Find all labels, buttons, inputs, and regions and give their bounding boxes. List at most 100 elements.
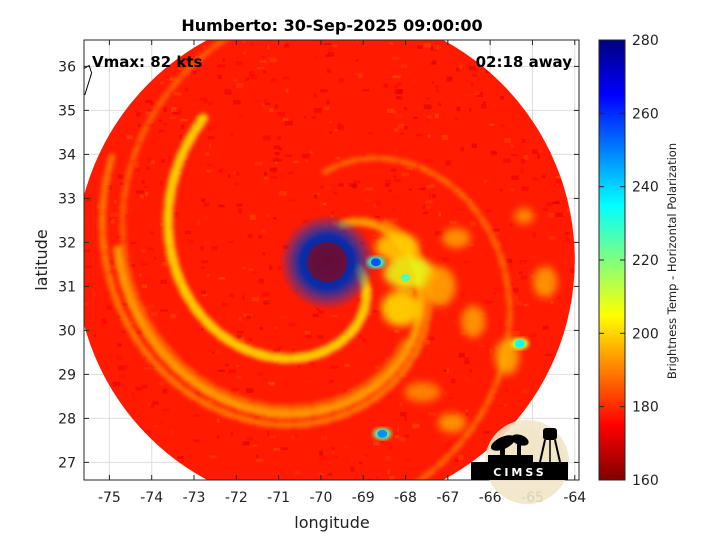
y-tick-label: 31 <box>58 279 76 295</box>
texture-pixel <box>235 182 240 186</box>
texture-pixel <box>492 400 501 403</box>
texture-pixel <box>317 335 324 339</box>
texture-pixel <box>89 337 95 342</box>
texture-pixel <box>404 458 413 462</box>
axes-frame <box>83 39 580 481</box>
texture-pixel <box>377 400 382 404</box>
texture-pixel <box>141 263 148 266</box>
texture-pixel <box>547 212 555 218</box>
texture-pixel <box>242 51 247 56</box>
texture-pixel <box>327 52 334 57</box>
texture-pixel <box>263 172 267 176</box>
texture-pixel <box>489 123 495 126</box>
texture-pixel <box>512 287 519 293</box>
texture-pixel <box>320 89 328 93</box>
texture-pixel <box>292 160 299 163</box>
texture-pixel <box>519 260 528 265</box>
texture-pixel <box>510 282 514 286</box>
texture-pixel <box>395 149 399 153</box>
texture-pixel <box>281 314 289 319</box>
texture-pixel <box>191 400 196 404</box>
convective-area <box>404 382 441 402</box>
texture-pixel <box>468 165 473 169</box>
texture-pixel <box>425 118 430 121</box>
texture-pixel <box>263 99 268 105</box>
texture-pixel <box>454 117 459 120</box>
texture-pixel <box>422 205 426 209</box>
texture-pixel <box>150 159 155 165</box>
texture-pixel <box>497 293 502 299</box>
texture-pixel <box>324 507 327 511</box>
texture-pixel <box>246 314 251 319</box>
texture-pixel <box>464 93 472 97</box>
texture-pixel <box>130 392 135 397</box>
texture-pixel <box>263 299 269 305</box>
x-tick-label: -71 <box>267 490 290 506</box>
texture-pixel <box>273 159 282 162</box>
texture-pixel <box>235 61 243 65</box>
x-tick-label: -64 <box>563 490 586 506</box>
texture-pixel <box>491 151 498 156</box>
texture-pixel <box>307 449 314 454</box>
eye-core <box>307 242 348 283</box>
texture-pixel <box>280 173 285 179</box>
texture-pixel <box>325 54 329 57</box>
texture-pixel <box>313 192 321 196</box>
y-tick-label: 33 <box>58 191 76 207</box>
texture-pixel <box>277 345 283 351</box>
texture-pixel <box>519 114 527 120</box>
y-tick-label: 29 <box>58 367 76 383</box>
convective-area <box>438 412 467 433</box>
texture-pixel <box>130 241 137 245</box>
texture-pixel <box>249 215 256 220</box>
texture-pixel <box>266 297 272 302</box>
texture-pixel <box>162 388 168 394</box>
texture-pixel <box>322 202 327 206</box>
texture-pixel <box>217 64 226 68</box>
texture-pixel <box>374 492 378 497</box>
texture-pixel <box>392 75 399 78</box>
texture-pixel <box>313 55 317 59</box>
texture-pixel <box>343 389 346 394</box>
texture-pixel <box>269 108 274 112</box>
texture-pixel <box>290 426 299 430</box>
texture-pixel <box>431 102 435 108</box>
texture-pixel <box>184 87 189 92</box>
texture-pixel <box>421 463 425 466</box>
texture-pixel <box>541 175 546 178</box>
texture-pixel <box>326 99 330 105</box>
texture-pixel <box>373 310 380 313</box>
texture-pixel <box>203 99 208 104</box>
texture-pixel <box>343 461 346 467</box>
texture-pixel <box>557 296 560 300</box>
texture-pixel <box>242 266 246 270</box>
texture-pixel <box>110 212 118 217</box>
texture-pixel <box>451 456 458 460</box>
texture-pixel <box>425 199 433 204</box>
texture-pixel <box>532 178 539 181</box>
texture-pixel <box>252 98 260 103</box>
texture-pixel <box>464 261 468 264</box>
texture-pixel <box>435 240 440 245</box>
texture-pixel <box>167 345 173 350</box>
texture-pixel <box>399 132 404 135</box>
texture-pixel <box>469 368 473 373</box>
texture-pixel <box>242 40 247 43</box>
texture-pixel <box>178 110 181 116</box>
y-tick-label: 27 <box>58 455 76 471</box>
texture-pixel <box>423 43 431 48</box>
texture-pixel <box>273 447 281 451</box>
texture-pixel <box>444 442 453 447</box>
texture-pixel <box>135 330 143 335</box>
texture-pixel <box>332 44 338 48</box>
texture-pixel <box>350 466 355 472</box>
colorbar-tick-label: 160 <box>632 473 659 489</box>
texture-pixel <box>446 76 453 82</box>
texture-pixel <box>274 104 278 109</box>
texture-pixel <box>529 210 537 213</box>
texture-pixel <box>338 363 345 367</box>
texture-pixel <box>337 383 344 388</box>
texture-pixel <box>358 73 363 79</box>
texture-pixel <box>290 435 295 441</box>
texture-pixel <box>272 169 276 174</box>
